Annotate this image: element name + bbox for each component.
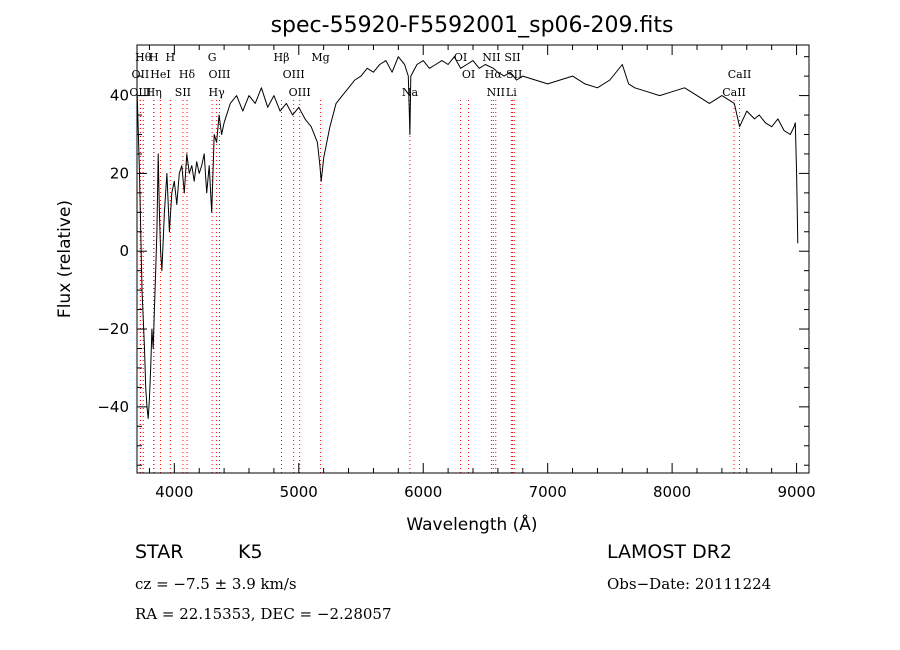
x-axis-label: Wavelength (Å) (406, 513, 537, 535)
object-class: STAR (135, 541, 184, 563)
line-marker-label-1: OII (132, 68, 150, 81)
axes-group: 4000 5000 6000 7000 8000 9000 −40 −20 0 20 40 (97, 45, 816, 501)
line-marker-label-24: Li (506, 86, 517, 99)
x-tick-label-2: 6000 (404, 483, 442, 501)
line-marker-label-6: H (166, 51, 176, 64)
line-marker-label-4: HeI (150, 68, 170, 81)
line-marker-label-0: Hθ (135, 51, 152, 64)
line-marker-label-7: Hδ (179, 68, 196, 81)
line-marker-label-11: Hγ (209, 86, 226, 99)
y-tick-label-4: 40 (110, 87, 129, 105)
survey-name: LAMOST DR2 (607, 541, 732, 563)
y-axis-label: Flux (relative) (55, 200, 75, 318)
y-tick-label-3: 20 (110, 164, 129, 182)
y-tick-label-2: 0 (119, 242, 129, 260)
line-marker-label-5: Hη (146, 86, 162, 99)
chart-title: spec-55920-F5592001_sp06-209.fits (271, 13, 674, 38)
spectrum-line-0 (136, 56, 799, 419)
coordinates: RA = 22.15353, DEC = −2.28057 (135, 605, 392, 623)
line-marker-label-26: CaII (722, 86, 746, 99)
line-marker-label-10: OIII (208, 68, 230, 81)
line-marker-label-17: OI (454, 51, 467, 64)
line-marker-label-25: CaII (728, 68, 752, 81)
observation-date: Obs−Date: 20111224 (607, 575, 772, 593)
object-subclass: K5 (238, 541, 263, 563)
line-marker-label-3: H (149, 51, 159, 64)
x-tick-label-5: 9000 (777, 483, 815, 501)
line-marker-label-22: SII (504, 51, 520, 64)
y-tick-label-0: −40 (97, 398, 129, 416)
line-marker-label-21: NII (487, 86, 505, 99)
redshift-velocity: cz = −7.5 ± 3.9 km/s (135, 575, 297, 593)
x-tick-label-1: 5000 (280, 483, 318, 501)
line-markers: HθOIIOIIIHHeIHηHHδSIIGOIIIHγHβOIIIOIIIMg… (129, 51, 751, 473)
x-tick-label-3: 7000 (529, 483, 567, 501)
line-marker-label-18: OI (462, 68, 475, 81)
line-marker-label-9: G (208, 51, 217, 64)
y-tick-label-1: −20 (97, 320, 129, 338)
line-marker-label-19: NII (482, 51, 500, 64)
x-tick-label-4: 8000 (653, 483, 691, 501)
line-marker-label-15: Mg (311, 51, 329, 64)
line-marker-label-13: OIII (283, 68, 305, 81)
line-marker-label-12: Hβ (274, 51, 290, 64)
line-marker-label-8: SII (175, 86, 191, 99)
series-group (136, 56, 799, 419)
plot-frame (136, 44, 810, 474)
line-marker-label-14: OIII (289, 86, 311, 99)
x-tick-label-0: 4000 (155, 483, 193, 501)
line-marker-label-23: SII (506, 68, 522, 81)
line-marker-label-20: Hα (485, 68, 503, 81)
